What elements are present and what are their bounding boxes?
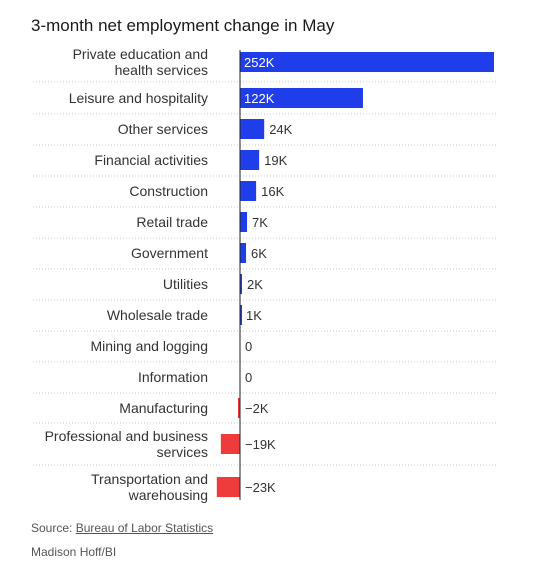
bar: [240, 212, 248, 232]
value-label: 122K: [244, 91, 275, 106]
bar: [240, 88, 363, 108]
bar: [220, 434, 240, 454]
category-label: Manufacturing: [119, 400, 208, 416]
value-label: −23K: [245, 480, 276, 495]
value-label: 16K: [261, 184, 284, 199]
bar: [240, 305, 242, 325]
category-label: Retail trade: [136, 214, 208, 230]
category-label: Financial activities: [94, 152, 208, 168]
value-label: 0: [245, 339, 252, 354]
value-label: 252K: [244, 55, 275, 70]
value-label: 24K: [269, 122, 292, 137]
value-label: 6K: [251, 246, 267, 261]
category-label: Private education and health services: [73, 46, 208, 78]
bar: [240, 150, 260, 170]
source-note: Source: Bureau of Labor Statistics: [31, 521, 213, 535]
value-label: 2K: [247, 277, 263, 292]
bar: [237, 398, 240, 418]
category-label: Professional and business services: [45, 428, 208, 460]
category-label: Wholesale trade: [107, 307, 208, 323]
value-label: −19K: [245, 437, 276, 452]
value-label: −2K: [245, 401, 269, 416]
category-label: Construction: [129, 183, 208, 199]
source-prefix: Source:: [31, 521, 76, 535]
bar: [240, 52, 494, 72]
bar: [240, 274, 243, 294]
category-label: Other services: [118, 121, 208, 137]
bar: [240, 181, 257, 201]
chart-title: 3-month net employment change in May: [31, 16, 335, 35]
value-label: 7K: [252, 215, 268, 230]
category-label: Utilities: [163, 276, 208, 292]
bar: [216, 477, 240, 497]
source-link[interactable]: Bureau of Labor Statistics: [75, 521, 214, 535]
value-label: 0: [245, 370, 252, 385]
category-label: Transportation and warehousing: [91, 471, 208, 503]
value-label: 19K: [264, 153, 287, 168]
category-label: Mining and logging: [90, 338, 208, 354]
category-label: Information: [138, 369, 208, 385]
category-label: Government: [131, 245, 208, 261]
bar: [240, 119, 265, 139]
credit-line: Madison Hoff/BI: [31, 545, 117, 559]
bar: [240, 243, 247, 263]
value-label: 1K: [246, 308, 262, 323]
category-label: Leisure and hospitality: [69, 90, 208, 106]
